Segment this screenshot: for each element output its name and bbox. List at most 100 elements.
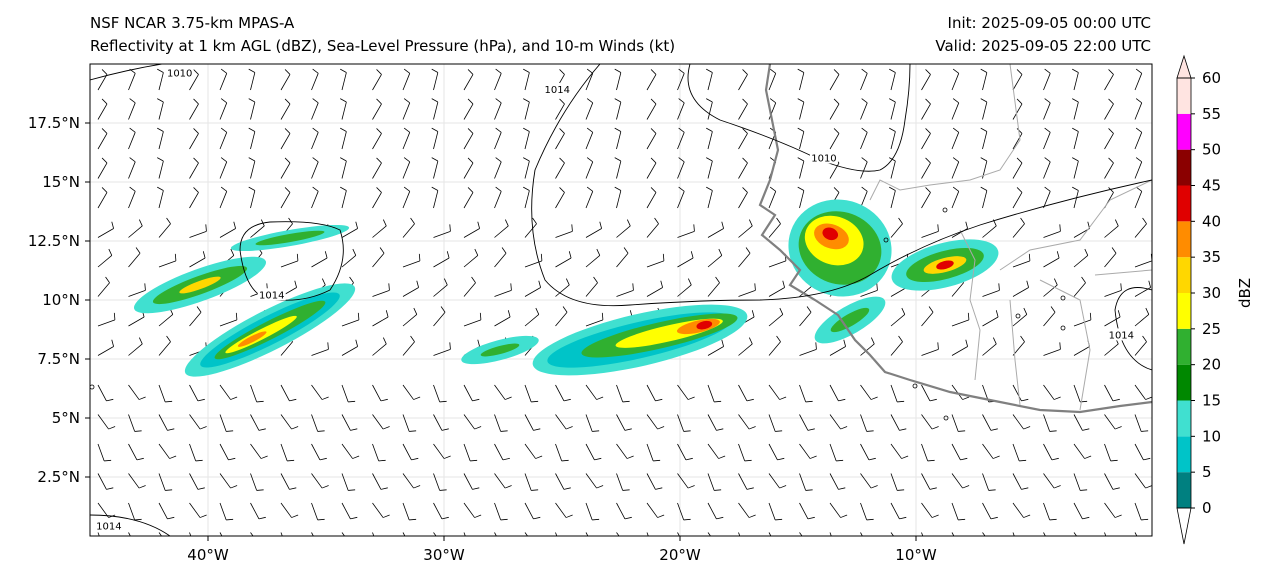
wind-barb xyxy=(158,384,173,403)
wind-barb xyxy=(921,224,939,238)
wind-barb xyxy=(860,157,868,179)
wind-barb xyxy=(797,127,805,150)
wind-barb xyxy=(1012,253,1031,268)
isobar-label: 1010 xyxy=(167,68,192,79)
isobar-labels: 1010 1014 1010 1014 1014 1014 xyxy=(94,66,1136,533)
wind-barb xyxy=(982,473,996,491)
wind-barb xyxy=(128,186,136,209)
wind-barb xyxy=(1134,502,1149,521)
wind-barb xyxy=(646,253,665,268)
wind-barb xyxy=(799,306,812,327)
wind-barb xyxy=(341,312,360,327)
wind-barb xyxy=(555,278,570,297)
wind-barb xyxy=(921,414,939,430)
wind-barb xyxy=(372,502,390,518)
wind-barb xyxy=(889,186,896,209)
wind-barb xyxy=(494,98,502,120)
wind-barb xyxy=(706,186,713,209)
wind-barb xyxy=(1104,157,1114,179)
wind-barb xyxy=(768,414,783,432)
wind-barb xyxy=(433,342,451,356)
wind-barb xyxy=(189,69,199,91)
wind-barb xyxy=(646,473,663,490)
wind-barb xyxy=(555,384,571,402)
isobar-label-bg xyxy=(1107,328,1136,341)
wind-barb xyxy=(128,98,136,120)
wind-barb xyxy=(128,414,142,432)
wind-barb xyxy=(555,98,565,120)
wind-barb xyxy=(799,532,803,536)
wind-barb xyxy=(250,414,266,431)
wind-barb xyxy=(1073,384,1088,403)
wind-barb xyxy=(402,384,421,400)
wind-barb xyxy=(799,342,817,356)
colorbar-segment xyxy=(1177,364,1191,401)
wind-barb xyxy=(982,414,998,431)
wind-barb xyxy=(555,502,573,518)
wind-barb xyxy=(431,157,439,179)
wind-barb xyxy=(646,443,661,462)
wind-barb xyxy=(829,414,848,430)
echo-central-west xyxy=(461,335,539,365)
wind-barb xyxy=(980,68,988,91)
wind-barb xyxy=(706,68,713,91)
wind-barb xyxy=(402,532,406,536)
wind-barb xyxy=(128,247,141,268)
wind-barb xyxy=(1166,306,1178,326)
colorbar-tick-label: 0 xyxy=(1202,499,1212,517)
wind-barb xyxy=(982,532,986,536)
wind-barb xyxy=(1134,532,1138,536)
wind-barb xyxy=(555,473,571,490)
wind-barb xyxy=(1043,532,1046,536)
wind-barb xyxy=(951,502,966,521)
isobar-label-bg xyxy=(543,82,572,95)
wind-barb xyxy=(97,157,108,179)
wind-barb xyxy=(980,98,988,120)
wind-barb xyxy=(1134,384,1152,400)
wind-barb xyxy=(372,414,390,430)
wind-barb xyxy=(157,157,164,179)
wind-barb xyxy=(463,384,480,402)
colorbar-tick-label: 60 xyxy=(1202,69,1221,87)
wind-barb xyxy=(1134,186,1143,209)
wind-barb xyxy=(372,337,387,356)
wind-barb xyxy=(860,283,878,297)
wind-barb xyxy=(889,68,896,91)
wind-barb xyxy=(1134,307,1150,327)
wind-barb xyxy=(1073,532,1078,536)
wind-barb xyxy=(1073,414,1090,431)
wind-barb xyxy=(1104,98,1114,120)
wind-barb xyxy=(494,414,508,432)
wind-barb xyxy=(128,473,146,489)
wind-barb xyxy=(921,157,931,179)
wind-barb xyxy=(1104,443,1118,462)
wind-barb xyxy=(524,473,539,491)
wind-barb xyxy=(524,384,539,403)
colorbar-segment xyxy=(1177,78,1191,114)
wind-barb xyxy=(402,414,417,432)
wind-barb xyxy=(890,443,909,459)
wind-barb xyxy=(311,342,329,356)
country-borders xyxy=(869,64,1152,411)
wind-barb xyxy=(951,532,955,536)
wind-barb xyxy=(890,502,907,520)
isobar-label-bg xyxy=(257,288,286,301)
wind-barb xyxy=(982,310,999,327)
wind-barb xyxy=(372,532,375,536)
wind-barb xyxy=(97,187,108,209)
colorbar-extend-min xyxy=(1176,507,1192,545)
wind-barb xyxy=(768,307,784,327)
wind-barb xyxy=(311,414,325,432)
lon-tick-label: 40°W xyxy=(187,546,229,564)
wind-barb xyxy=(890,414,907,431)
wind-barb xyxy=(128,283,146,297)
wind-barb xyxy=(219,127,228,150)
wind-barb xyxy=(402,307,418,327)
wind-barb xyxy=(829,98,840,120)
wind-barb xyxy=(1043,473,1061,489)
wind-barb xyxy=(768,532,772,536)
wind-barb xyxy=(402,502,417,521)
colorbar-segment xyxy=(1177,113,1191,150)
wind-barb xyxy=(463,443,478,462)
wind-barb xyxy=(189,414,207,430)
